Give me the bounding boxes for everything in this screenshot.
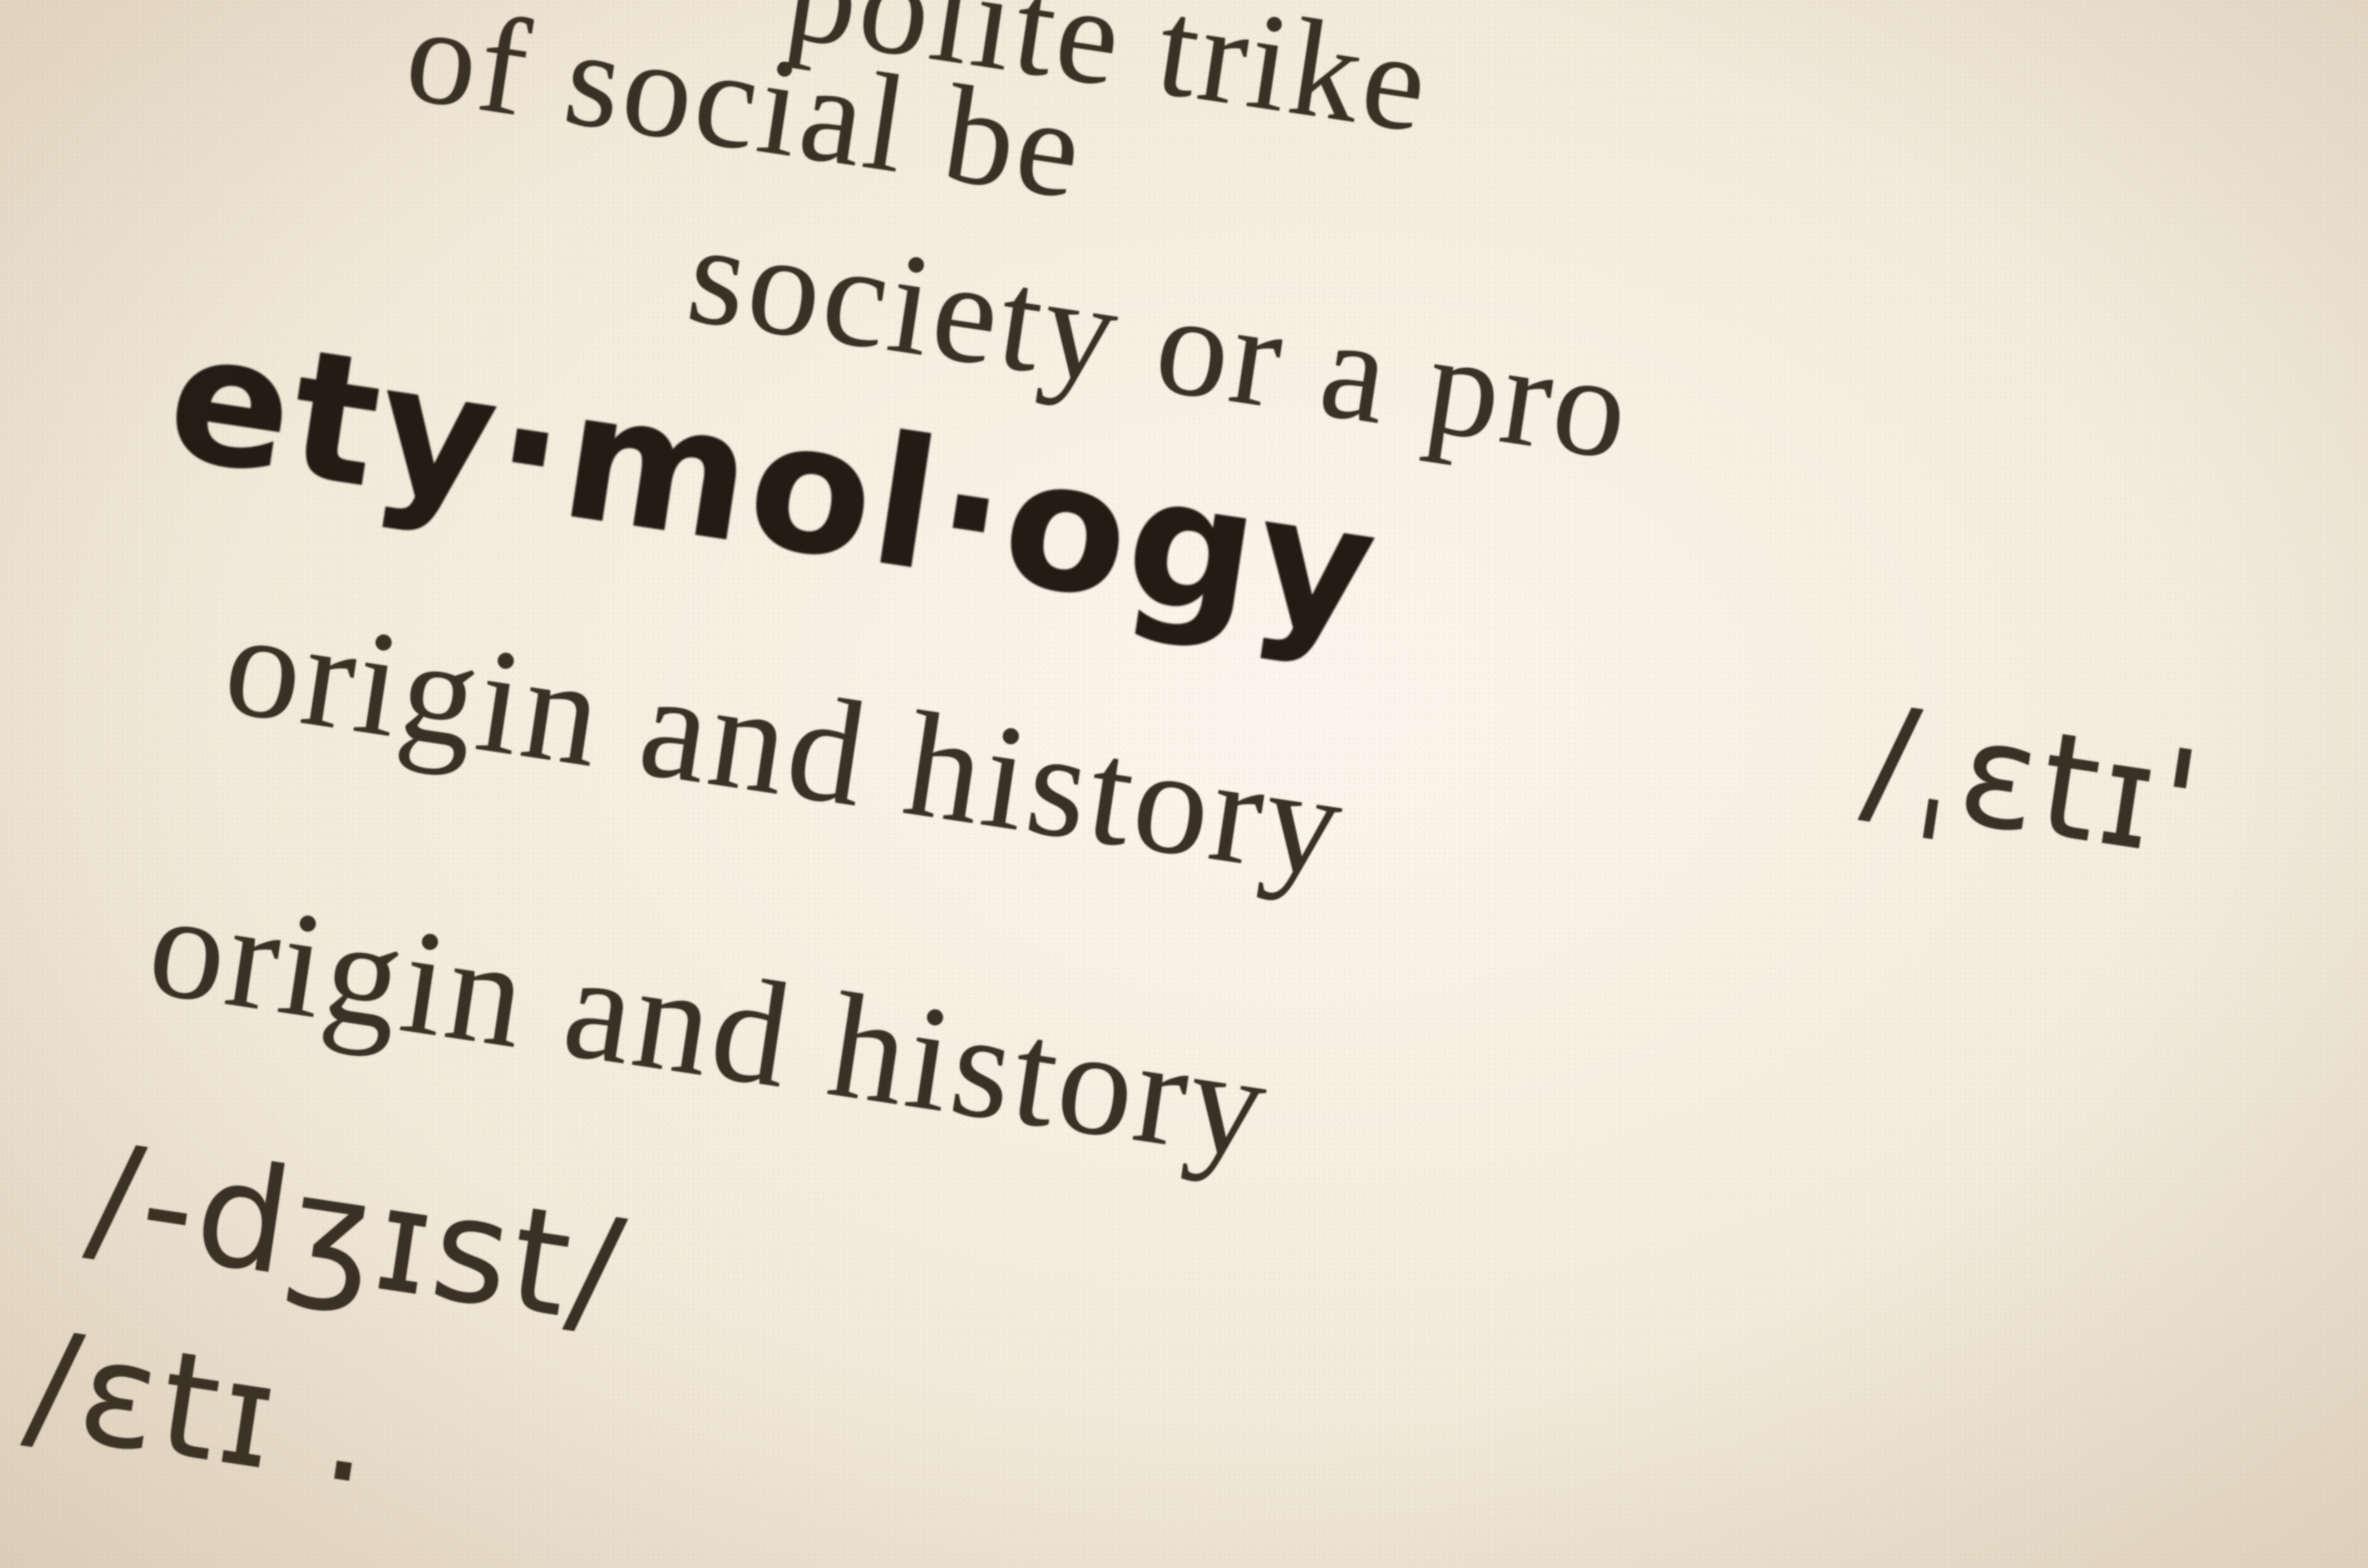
- text-line-bottom: /ɛtɪ .: [17, 1299, 388, 1518]
- pronunciation-etymology: /ˌɛtɪ': [1854, 674, 2213, 891]
